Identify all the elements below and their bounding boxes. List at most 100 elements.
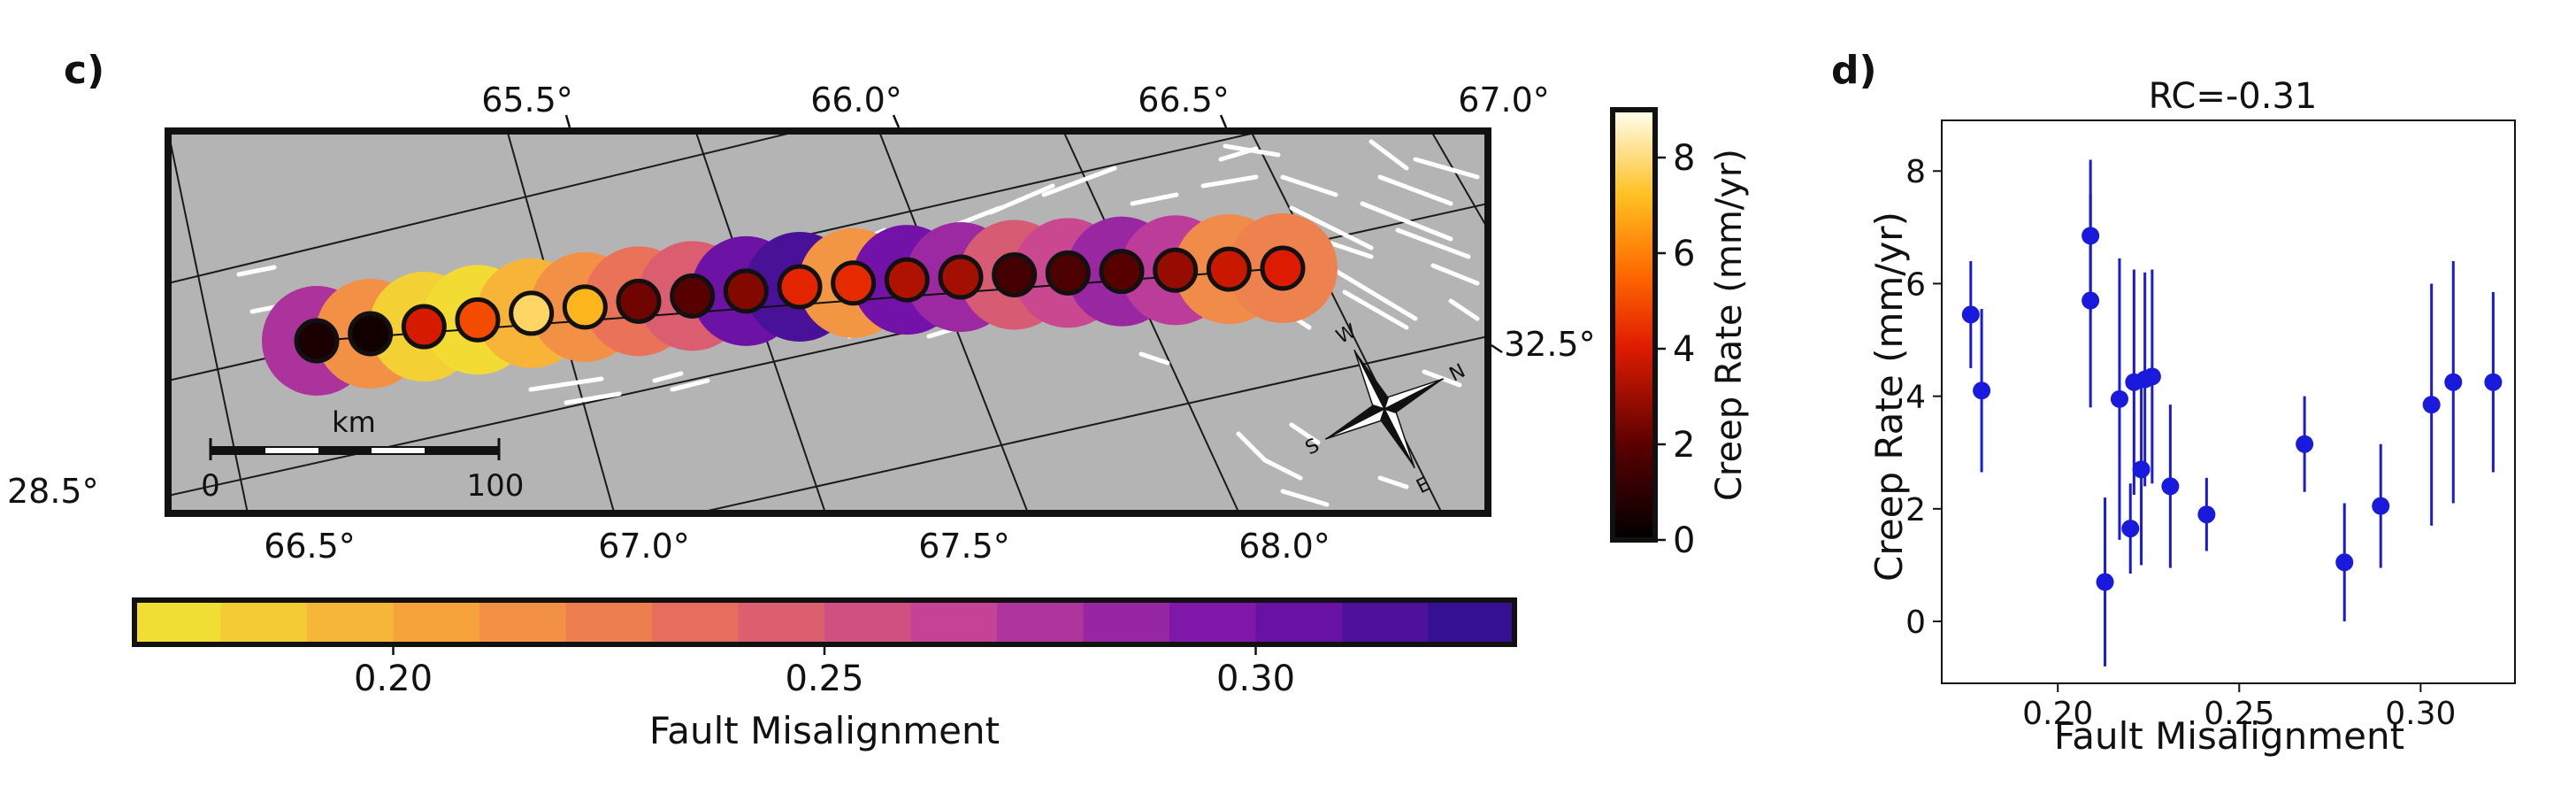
creep-rate-marker [294,318,340,364]
creep-rate-marker [992,251,1038,297]
creep-rate-colorbar: 0 2 4 6 8 Creep Rate (mm/yr) [1610,107,1750,561]
data-point [2082,291,2100,310]
creep-rate-markers [294,245,1306,364]
data-point [2197,505,2216,524]
right-lat-tick: 32.5° [1504,325,1596,364]
misalignment-colorbar-tick-label: 0.20 [354,659,433,699]
chart-title: RC=-0.31 [2149,76,2318,117]
data-point [2143,367,2161,386]
creep-rate-marker [777,264,823,310]
y-tick-label: 8 [1905,154,1926,190]
data-point [2121,520,2140,538]
misalignment-colorbar-bin [738,600,825,644]
creep-rate-marker [1260,245,1306,291]
y-axis-label: Creep Rate (mm/yr) [1867,212,1911,582]
creep-rate-marker [1206,246,1252,292]
misalignment-colorbar-bin [1169,600,1256,644]
x-tick-label: 0.20 [2022,696,2093,732]
creep-rate-marker [401,304,447,350]
misalignment-colorbar-tick-label: 0.30 [1216,659,1295,699]
data-point [2422,396,2441,414]
misalignment-colorbar: 0.20 0.25 0.30 Fault Misalignment [132,597,1517,752]
misalignment-colorbar-bin [479,600,566,644]
bottom-lon-tick-4: 68.0° [1238,527,1330,566]
creep-colorbar-tick-label: 6 [1673,234,1695,274]
bottom-lon-tick-3: 67.5° [918,527,1010,566]
misalignment-colorbar-bin [997,600,1084,644]
x-tick-label: 0.25 [2204,696,2274,732]
compass-rose: W N S E [1302,320,1469,499]
data-point [2096,573,2114,591]
misalignment-colorbar-bin [220,600,308,644]
y-tick-label: 2 [1905,492,1926,528]
data-point [2161,477,2180,496]
data-point [2372,497,2390,515]
x-tick-label: 0.30 [2385,696,2456,732]
bottom-lon-tick-2: 67.0° [598,527,690,566]
left-lat-tick: 28.5° [7,472,99,511]
y-tick-label: 4 [1905,380,1926,416]
creep-colorbar-tick-label: 0 [1673,520,1695,561]
data-point [2110,389,2128,408]
creep-colorbar-ticks: 0 2 4 6 8 [1655,138,1695,561]
misalignment-colorbar-bin [134,600,221,644]
misalignment-colorbar-bin [307,600,394,644]
creep-colorbar-tick-label: 8 [1673,138,1695,179]
creep-rate-marker [1045,250,1091,296]
misalignment-colorbar-bins [134,600,1515,644]
creep-rate-marker [1153,247,1199,293]
panel-label-d: d) [1831,48,1877,93]
misalignment-colorbar-bin [1342,600,1429,644]
scale-bar: km 0 100 [201,405,524,504]
data-point [2132,460,2150,479]
scale-bar-unit: km [332,405,376,439]
misalignment-colorbar-bin [393,600,480,644]
creep-rate-marker [455,297,501,343]
top-lon-tick-1: 65.5° [481,81,573,119]
top-lon-tick-4: 67.0° [1458,81,1550,119]
creep-rate-marker [509,290,555,336]
creep-colorbar-tick-label: 4 [1673,329,1695,370]
misalignment-colorbar-label: Fault Misalignment [649,709,1000,752]
misalignment-colorbar-bin [1255,600,1343,644]
map-panel: km 0 100 W N S E [7,81,1596,566]
misalignment-colorbar-bin [565,600,653,644]
scatter-axes: 0 2 4 6 8 0.20 0.25 0.30 [1905,154,2456,732]
misalignment-colorbar-bin [1083,600,1170,644]
map-frame [165,127,1491,517]
data-point [2296,435,2314,453]
data-point [1973,381,1991,400]
panel-label-c: c) [64,48,104,93]
y-tick-label: 0 [1905,605,1926,641]
creep-rate-marker [938,254,984,300]
misalignment-colorbar-ticks: 0.20 0.25 0.30 [354,644,1295,699]
data-point [2335,553,2354,572]
misalignment-colorbar-bin [1428,600,1515,644]
creep-colorbar-label: Creep Rate (mm/yr) [1709,149,1750,501]
data-point [2444,373,2463,391]
top-lon-tick-3: 66.5° [1138,81,1230,119]
creep-rate-marker [723,268,769,314]
creep-rate-marker [1099,249,1145,295]
bottom-lon-tick-1: 66.5° [264,527,356,566]
scatter-panel: RC=-0.31 0 2 4 6 8 0.20 0.25 0.30 Fault Misalig… [1867,76,2516,758]
data-point [2484,373,2503,391]
scale-bar-start: 0 [201,468,220,504]
misalignment-colorbar-tick-label: 0.25 [785,659,863,699]
misalignment-colorbar-bin [652,600,739,644]
creep-rate-marker [348,311,394,357]
creep-rate-marker [616,278,662,324]
top-lon-tick-2: 66.0° [810,81,902,119]
creep-colorbar-tick-label: 2 [1673,425,1695,466]
misalignment-colorbar-bin [824,600,911,644]
creep-rate-marker [884,257,930,303]
data-point [1961,305,1980,324]
creep-rate-marker [562,284,608,330]
creep-rate-marker [670,273,716,319]
y-tick-label: 6 [1905,266,1926,303]
scatter-points [1961,159,2503,667]
scale-bar-end: 100 [467,468,525,504]
misalignment-colorbar-bin [910,600,998,644]
creep-rate-marker [831,260,877,306]
